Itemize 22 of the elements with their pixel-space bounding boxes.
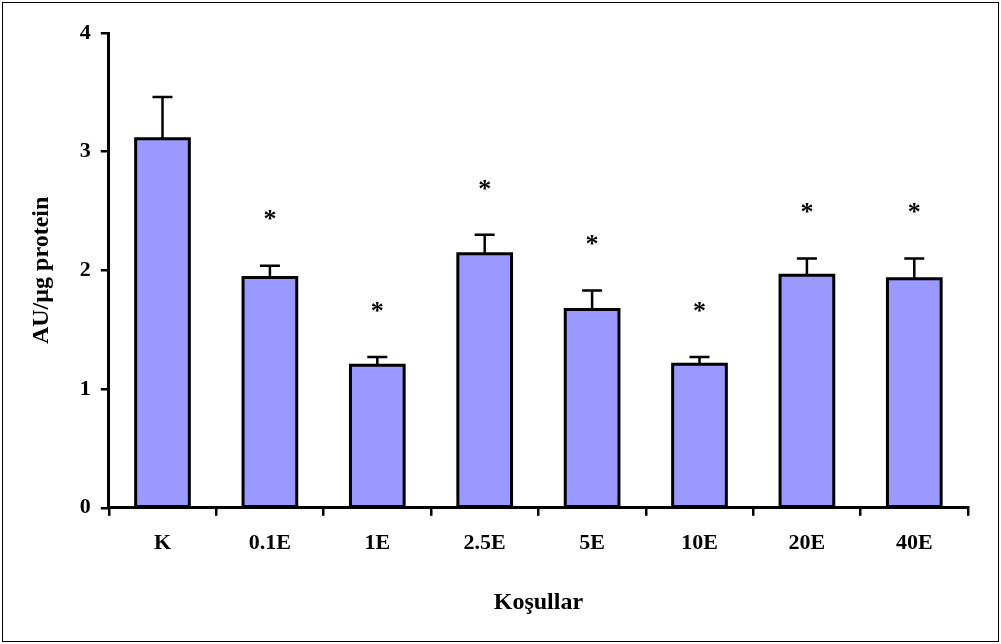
annotation: * bbox=[907, 197, 921, 227]
y-tick-label: 0 bbox=[79, 493, 91, 519]
annotation: * bbox=[693, 295, 706, 325]
x-tick-label: 10E bbox=[681, 528, 718, 554]
annotation: * bbox=[800, 197, 814, 227]
x-tick-label: 5E bbox=[579, 528, 605, 554]
annotation: * bbox=[370, 295, 384, 325]
y-tick-label: 3 bbox=[79, 137, 91, 163]
annotation: * bbox=[478, 173, 492, 203]
annotation: * bbox=[585, 229, 599, 259]
y-tick-label: 2 bbox=[79, 256, 91, 282]
annotation: * bbox=[263, 204, 277, 234]
x-tick-label: 1E bbox=[364, 528, 391, 554]
x-tick-label: K bbox=[153, 528, 172, 554]
x-axis-title: Koşullar bbox=[493, 587, 584, 614]
x-tick-label: 40E bbox=[895, 528, 933, 554]
x-tick-label: 0.1E bbox=[248, 528, 291, 554]
y-axis-title: AU/µg protein bbox=[26, 196, 53, 345]
y-tick-label: 1 bbox=[79, 374, 91, 400]
x-tick-label: 20E bbox=[788, 528, 826, 554]
x-tick-label: 2.5E bbox=[463, 528, 506, 554]
y-tick-label: 4 bbox=[79, 18, 91, 44]
